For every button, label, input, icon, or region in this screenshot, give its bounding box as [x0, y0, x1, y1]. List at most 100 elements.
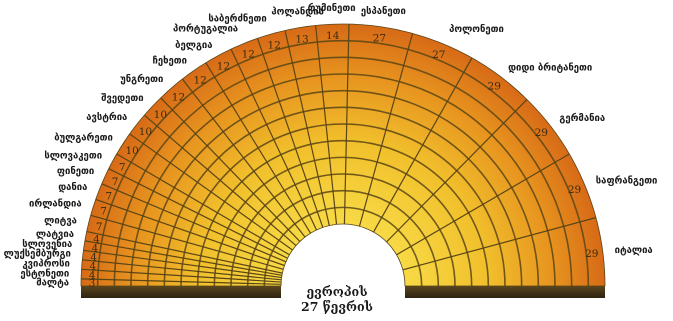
row-line	[96, 39, 590, 287]
sector-divider	[396, 153, 570, 256]
sector-divider	[86, 230, 283, 274]
sector-divider	[116, 153, 290, 256]
weight-label: 3	[89, 278, 96, 290]
sector-divider	[101, 183, 287, 263]
country-label: ჩეხეთი	[152, 56, 187, 67]
weight-label: 29	[585, 248, 598, 260]
country-label: იტალია	[615, 245, 653, 256]
sector-divider	[230, 48, 318, 231]
sector-divider	[358, 33, 414, 227]
row-line	[213, 156, 473, 287]
weight-label: 7	[106, 191, 113, 203]
sector-divider	[129, 133, 293, 251]
sector-divider	[256, 38, 324, 228]
center-title-line1: ევროპის	[306, 284, 368, 299]
row-line	[230, 173, 456, 287]
country-label: ლატვია	[36, 229, 74, 240]
base-right-side	[405, 286, 605, 298]
weight-label: 27	[432, 49, 445, 61]
weight-label: 12	[172, 91, 185, 103]
sector-divider	[402, 217, 597, 271]
country-label: პოლონეთი	[449, 24, 504, 35]
country-label: სლოვენია	[22, 239, 72, 250]
country-label: კვიპროსი	[22, 259, 70, 270]
sector-divider	[160, 97, 301, 242]
row-line	[180, 123, 506, 287]
sector-divider	[284, 30, 330, 226]
sector-divider	[83, 249, 282, 279]
country-label: ესტონეთი	[20, 269, 69, 280]
country-label: რუმინეთი	[308, 3, 356, 14]
row-line	[146, 89, 540, 287]
sector-divider	[108, 168, 288, 259]
row-line	[113, 56, 573, 287]
sector-divider	[372, 57, 473, 233]
center-title-line2: 27 წევრის	[301, 299, 373, 314]
country-label: ფინეთი	[57, 166, 94, 177]
weight-label: 4	[89, 270, 96, 282]
country-label: დიდი ბრიტანეთი	[508, 62, 592, 73]
country-label: ჰოლანდია	[271, 7, 323, 18]
weight-label: 13	[295, 33, 308, 45]
row-line	[130, 73, 556, 287]
country-label: ბულგარეთი	[54, 132, 113, 143]
weight-label: 14	[326, 30, 340, 42]
country-labels: მალტაესტონეთიკვიპროსილუქსემბურგისლოვენია…	[4, 3, 658, 288]
country-label: პორტუგალია	[173, 24, 238, 35]
weight-label: 10	[139, 126, 152, 138]
country-label: საბერძნეთი	[208, 14, 266, 25]
sector-group	[81, 24, 597, 285]
weight-label: 7	[96, 221, 103, 233]
weight-label: 29	[488, 81, 501, 93]
weight-label: 7	[100, 206, 107, 218]
country-label: უნგრეთი	[120, 74, 163, 85]
weight-label: 4	[89, 260, 96, 272]
weight-label: 12	[193, 75, 206, 87]
weight-label: 10	[154, 109, 167, 121]
sector-divider	[386, 99, 528, 243]
country-label: ლიტვა	[44, 216, 77, 227]
base-left-side	[81, 286, 281, 298]
sector-divider	[143, 114, 297, 247]
weight-label: 10	[125, 145, 138, 157]
sector-divider	[95, 198, 285, 267]
sector-divider	[343, 24, 350, 225]
weight-label: 7	[112, 176, 119, 188]
row-line	[196, 139, 490, 287]
sector-divider	[81, 268, 282, 283]
country-label: გერმანია	[559, 113, 605, 124]
weight-label: 12	[267, 40, 280, 52]
country-label: მალტა	[36, 277, 69, 288]
weight-label: 7	[119, 161, 126, 173]
sector-divider	[90, 214, 284, 270]
weight-label: 4	[93, 233, 100, 245]
weight-label: 12	[217, 60, 230, 72]
weight-label: 29	[535, 127, 548, 139]
country-label: საფრანგეთი	[596, 175, 658, 186]
center-title: ევროპის 27 წევრის	[262, 284, 412, 314]
sector-divider	[205, 62, 312, 234]
country-label: შვედეთი	[101, 93, 143, 104]
country-label: სლოვაკეთი	[44, 151, 102, 162]
weight-label: 12	[242, 49, 255, 61]
weight-label: 27	[373, 33, 386, 45]
sector-divider	[181, 78, 306, 238]
country-label: ბელგია	[175, 40, 212, 51]
sector-divider	[82, 259, 282, 281]
sector-divider	[315, 25, 338, 225]
country-label: ესპანეთი	[361, 6, 406, 17]
weight-label: 4	[92, 242, 99, 254]
row-line	[163, 106, 523, 287]
country-label: დანია	[58, 182, 87, 193]
sector-divider	[84, 240, 283, 276]
country-label: ლუქსემბურგი	[4, 249, 71, 260]
sector-divider	[81, 278, 282, 285]
country-label: ირლანდია	[29, 199, 82, 210]
weight-label: 29	[568, 184, 581, 196]
weight-label: 4	[90, 251, 97, 263]
row-lines	[96, 39, 590, 287]
country-label: ავსტრია	[86, 112, 127, 123]
